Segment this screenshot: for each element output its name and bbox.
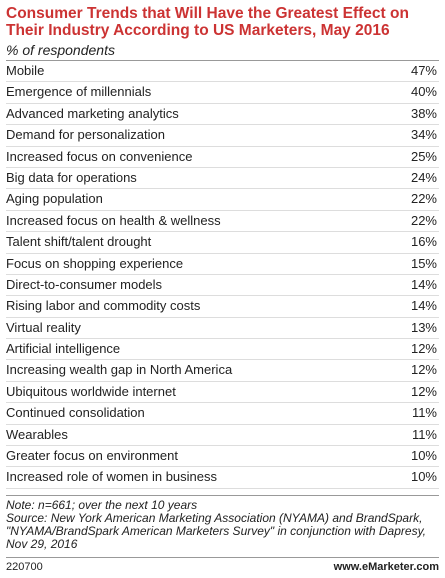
row-label: Continued consolidation [6,405,145,421]
title: Consumer Trends that Will Have the Great… [6,5,409,39]
table-row: Artificial intelligence 12% [6,339,439,361]
table-row: Big data for operations 24% [6,168,439,190]
note-line: Note: n=661; over the next 10 years [6,497,198,512]
table-row: Continued consolidation 11% [6,403,439,425]
table-row: Increasing wealth gap in North America 12… [6,360,439,382]
row-label: Increasing wealth gap in North America [6,362,233,378]
row-value: 40% [410,84,437,100]
row-value: 11% [411,426,437,442]
row-label: Wearables [6,426,68,442]
row-value: 10% [410,469,437,485]
row-label: Ubiquitous worldwide internet [6,383,176,399]
row-label: Big data for operations [6,169,137,185]
table-row: Focus on shopping experience 15% [6,254,439,275]
row-value: 22% [410,191,437,207]
row-value: 10% [410,448,437,464]
notes: Note: n=661; over the next 10 years Sourc… [6,494,439,551]
row-label: Increased focus on health & wellness [6,212,221,228]
row-label: Increased role of women in business [6,469,218,485]
row-value: 25% [410,148,437,164]
table-row: Increased focus on health & wellness 22% [6,211,439,233]
footer: 220700 www.eMarketer.com [6,557,439,573]
row-value: 12% [410,362,437,378]
row-label: Increased focus on convenience [6,148,193,164]
subtitle: % of respondents [6,42,439,61]
table-row: Ubiquitous worldwide internet 12% [6,382,439,404]
table-row: Direct-to-consumer models 14% [6,275,439,297]
row-value: 47% [410,63,437,78]
table-row: Wearables 11% [6,425,439,447]
table-row: Increased role of women in business 10% [6,467,439,489]
row-label: Mobile [6,63,45,78]
row-value: 34% [410,127,437,143]
footer-site: www.eMarketer.com [333,561,439,573]
row-value: 15% [410,255,437,271]
row-value: 12% [410,341,437,357]
row-value: 14% [410,276,437,292]
table-row: Aging population 22% [6,189,439,211]
row-value: 12% [410,383,437,399]
row-value: 22% [410,212,437,228]
row-label: Greater focus on environment [6,448,178,464]
table-row: Mobile 47% [6,61,439,83]
table-row: Virtual reality 13% [6,318,439,340]
row-label: Rising labor and commodity costs [6,298,201,314]
row-value: 11% [411,405,437,421]
row-value: 38% [410,105,437,121]
row-label: Aging population [6,191,103,207]
row-label: Virtual reality [6,319,81,335]
row-label: Talent shift/talent drought [6,234,152,250]
table: Mobile 47% Emergence of millennials 40% Adva… [6,61,439,489]
note-line: Source: New York American Marketing Asso… [6,510,427,551]
table-row: Emergence of millennials 40% [6,82,439,104]
table-row: Greater focus on environment 10% [6,446,439,468]
row-value: 24% [410,169,437,185]
table-row: Rising labor and commodity costs 14% [6,296,439,318]
table-row: Increased focus on convenience 25% [6,147,439,168]
row-value: 13% [410,319,437,335]
row-value: 14% [410,298,437,314]
row-label: Advanced marketing analytics [6,105,179,121]
table-row: Advanced marketing analytics 38% [6,104,439,126]
table-row: Talent shift/talent drought 16% [6,232,439,254]
table-row: Demand for personalization 34% [6,125,439,147]
row-label: Artificial intelligence [6,341,121,357]
row-label: Demand for personalization [6,127,165,143]
row-value: 16% [410,234,437,250]
row-label: Emergence of millennials [6,84,152,100]
footer-id: 220700 [6,561,43,573]
row-label: Focus on shopping experience [6,255,184,271]
row-label: Direct-to-consumer models [6,276,163,292]
